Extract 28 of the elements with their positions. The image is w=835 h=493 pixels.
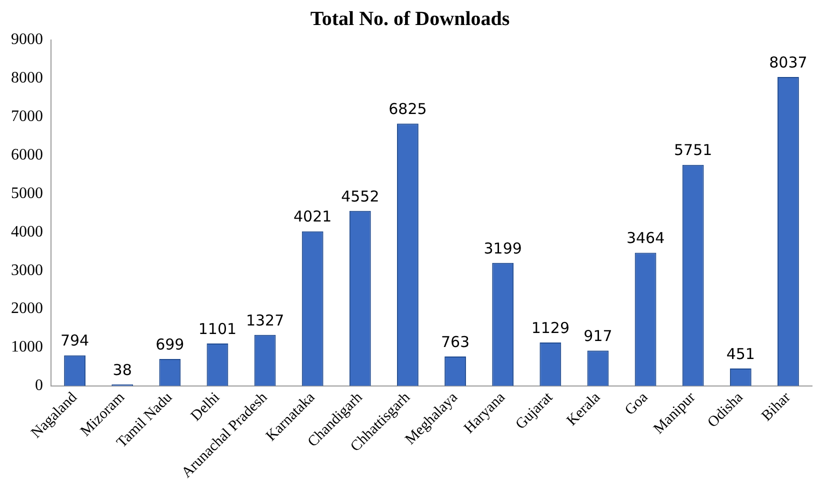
data-label: 3464: [626, 229, 665, 248]
y-tick-label: 8000: [11, 70, 43, 87]
data-label: 1101: [198, 320, 237, 338]
data-label: 5751: [674, 141, 712, 160]
data-label: 1129: [531, 318, 570, 337]
chart-title: Total No. of Downloads: [310, 8, 510, 30]
y-tick-label: 2000: [11, 300, 43, 318]
data-label: 6825: [388, 100, 427, 118]
data-label: 38: [112, 360, 132, 379]
y-tick-label: 7000: [11, 108, 43, 126]
y-tick-label: 3000: [11, 262, 43, 279]
y-tick-label: 6000: [11, 146, 43, 164]
data-label: 794: [60, 332, 90, 350]
data-label: 8037: [769, 53, 808, 72]
y-tick-label: 1000: [11, 338, 43, 356]
data-label: 4552: [341, 187, 380, 206]
x-tick-label: Goa: [622, 389, 652, 419]
data-label: 1327: [246, 311, 284, 330]
data-label: 4021: [294, 208, 332, 226]
data-label: 917: [584, 327, 612, 346]
data-label: 3199: [484, 239, 522, 258]
y-tick-label: 4000: [11, 223, 43, 240]
data-label: 763: [440, 332, 470, 351]
y-tick-label: 0: [35, 377, 43, 394]
y-tick-label: 9000: [11, 31, 43, 48]
data-label: 699: [156, 335, 184, 354]
y-tick-label: 5000: [11, 184, 43, 202]
data-label: 451: [726, 344, 755, 363]
